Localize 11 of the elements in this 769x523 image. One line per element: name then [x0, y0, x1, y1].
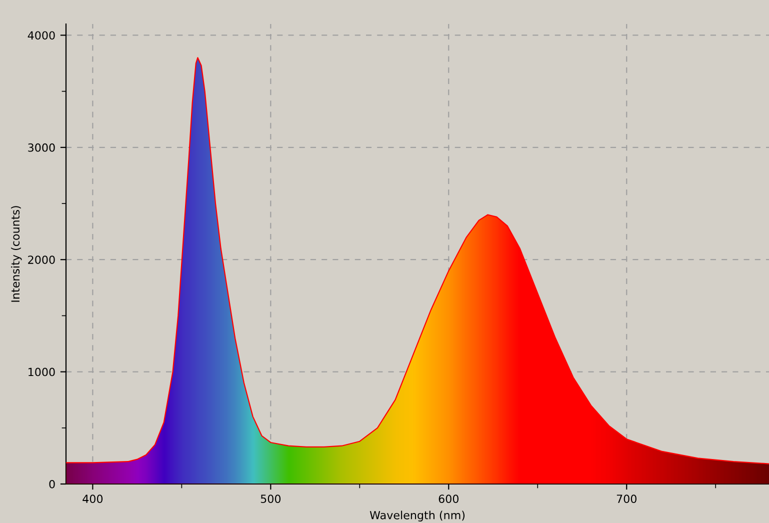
y-tick-label: 3000: [28, 143, 55, 152]
y-tick-label: 0: [49, 480, 55, 488]
x-axis-title: Wavelength (nm): [370, 510, 465, 522]
x-tick-label: 700: [616, 494, 636, 504]
y-tick-label: 2000: [28, 256, 55, 264]
x-tick-label: 500: [260, 494, 281, 504]
y-tick-label: 1000: [28, 368, 55, 376]
y-axis-title: Intensity (counts): [10, 206, 22, 302]
y-tick-label: 4000: [28, 31, 55, 40]
x-tick-label: 600: [438, 494, 459, 504]
x-tick-label: 400: [82, 494, 103, 504]
